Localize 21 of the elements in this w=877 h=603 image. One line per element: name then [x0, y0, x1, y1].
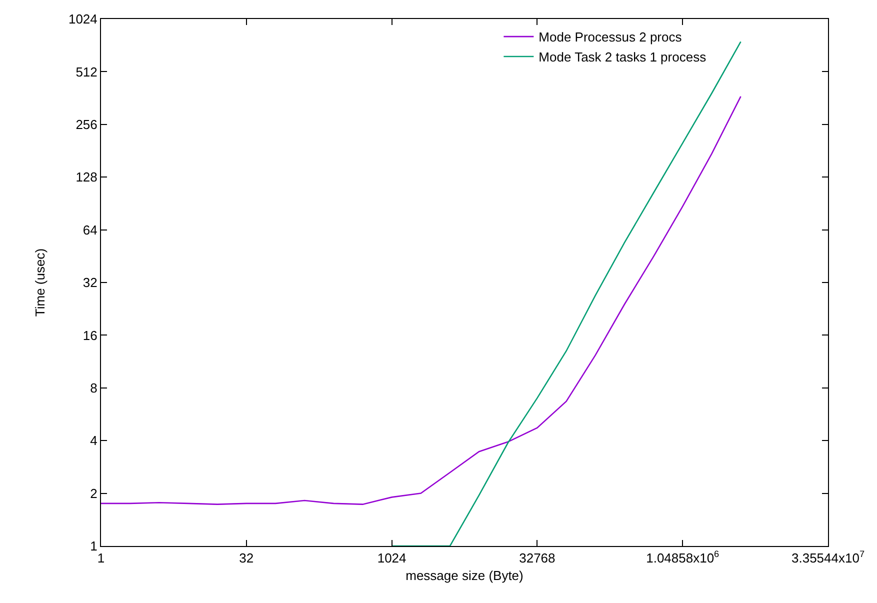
y-tick-label: 32: [82, 275, 98, 290]
y-tick-label: 512: [76, 64, 98, 80]
y-tick-label: 16: [82, 328, 98, 343]
x-tick-label: 3.35544x10$^{7}$: [791, 549, 865, 566]
legend-label: Mode Processus 2 procs: [538, 30, 682, 45]
y-axis-title: Time (usec): [32, 248, 48, 317]
x-tick-label: 1024: [377, 550, 406, 566]
y-tick-label: 1024: [68, 12, 98, 27]
x-tick-label: 32: [239, 550, 254, 566]
x-tick-label: 1.04858x10$^{6}$: [646, 549, 720, 566]
y-tick-label: 1: [90, 538, 98, 554]
line-series: [101, 96, 742, 505]
legend-label: Mode Task 2 tasks 1 process: [538, 50, 707, 65]
y-tick-label: 2: [90, 486, 98, 501]
x-axis-title: message size (Byte): [406, 568, 524, 584]
y-tick-label: 4: [90, 433, 98, 448]
x-tick-label: 32768: [519, 550, 556, 566]
y-tick-label: 128: [76, 170, 98, 185]
y-tick-label: 256: [76, 116, 98, 132]
y-tick-label: 64: [82, 222, 98, 238]
y-tick-label: 8: [90, 380, 98, 396]
